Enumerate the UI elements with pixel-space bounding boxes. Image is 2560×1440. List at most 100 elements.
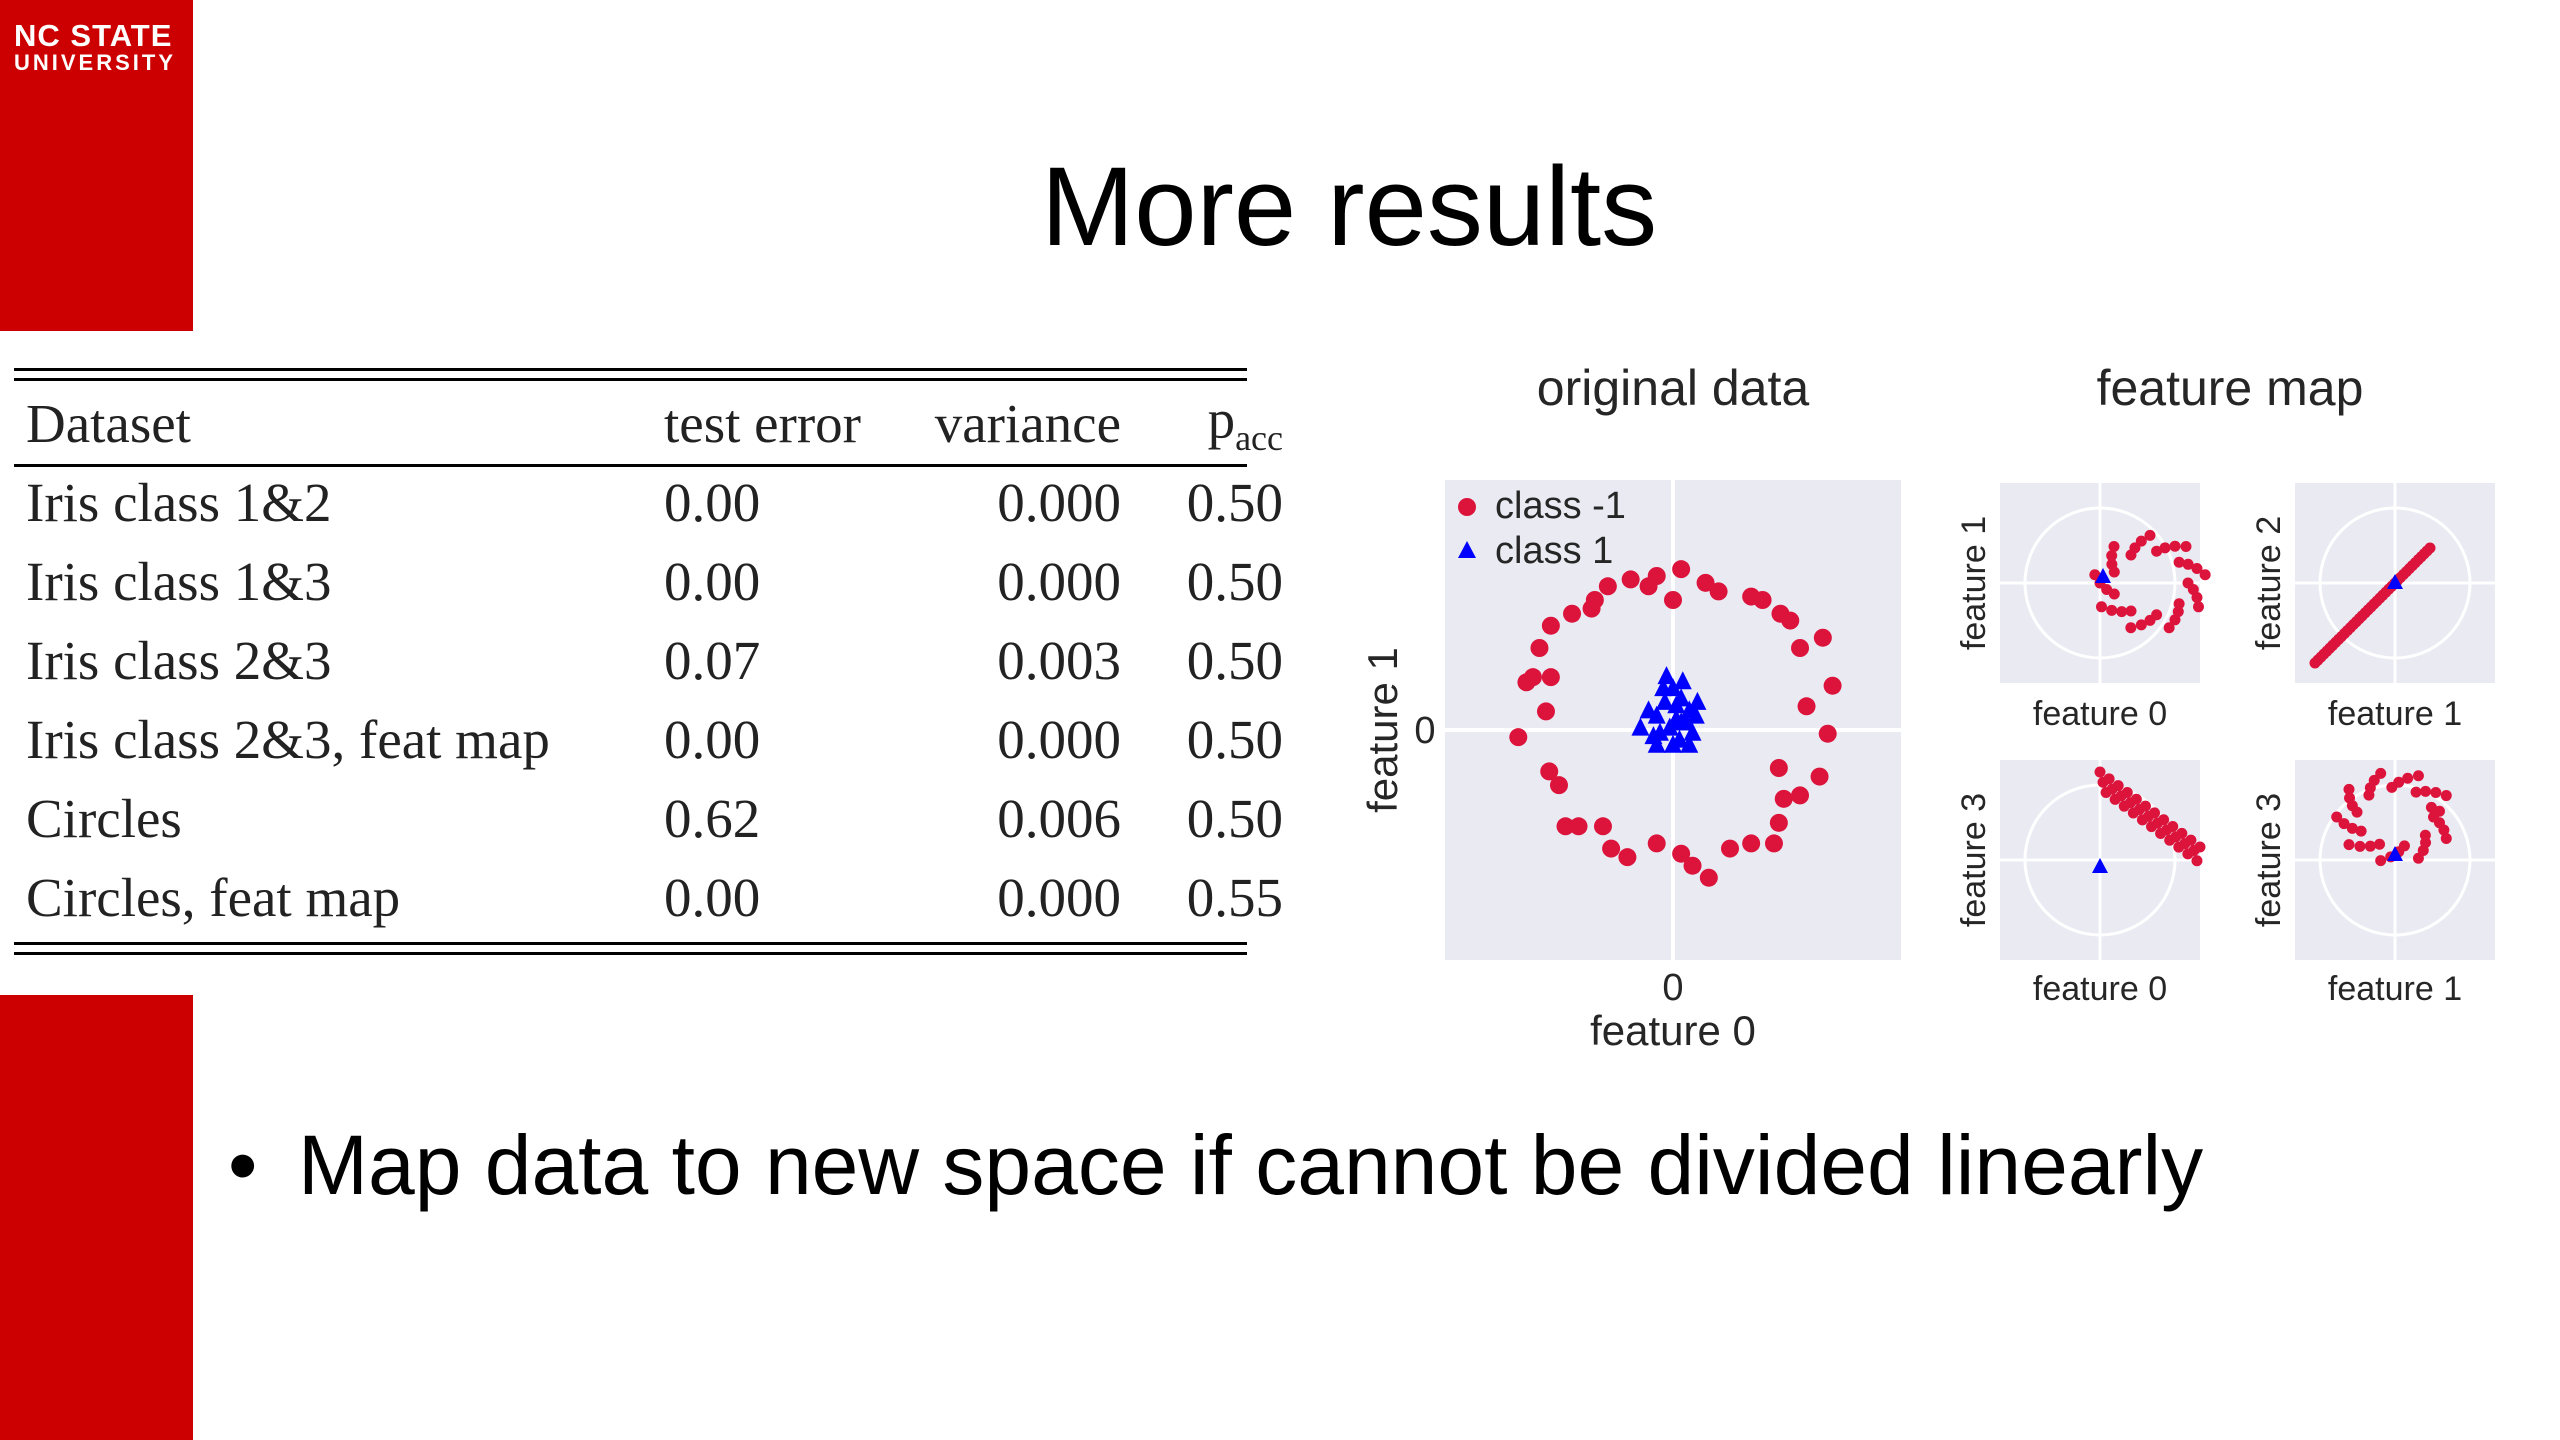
class-neg-point: [2158, 814, 2170, 826]
nc-state-logo: NC STATE UNIVERSITY: [14, 20, 176, 74]
class-neg-point: [2144, 529, 2156, 541]
class-neg-point: [2135, 535, 2147, 547]
class-neg-point: [1602, 839, 1621, 858]
class-neg-point: [2191, 562, 2203, 574]
class-neg-point: [2135, 619, 2147, 631]
table-row: Iris class 1&2 0.00 0.000 0.50: [14, 463, 1283, 542]
class-pos-point: [1631, 717, 1650, 736]
class-neg-point: [1541, 616, 1560, 635]
class-neg-point: [1797, 697, 1816, 716]
class-neg-point: [2125, 605, 2137, 617]
cell-test-error: 0.00: [664, 551, 761, 612]
class-neg-point: [2103, 773, 2115, 785]
class-neg-point: [2440, 790, 2452, 802]
cell-variance: 0.000: [997, 709, 1121, 770]
class-neg-point: [1764, 834, 1783, 853]
class-neg-point: [1823, 676, 1842, 695]
class-neg-point: [1536, 702, 1555, 721]
cell-test-error: 0.00: [664, 709, 761, 770]
class-pos-point: [1664, 734, 1682, 753]
main-x-tick: 0: [1662, 967, 1683, 1009]
class-neg-point: [2191, 592, 2203, 604]
cell-test-error: 0.00: [664, 867, 761, 928]
class-pos-point: [1673, 671, 1692, 690]
class-neg-point: [1771, 604, 1790, 623]
class-neg-point: [1753, 591, 1772, 609]
class-neg-point: [1598, 577, 1617, 596]
class-neg-point: [1540, 762, 1559, 781]
class-pos-point: [1655, 691, 1674, 710]
cell-pacc: 0.50: [1186, 551, 1283, 612]
small-plot-f0-f3: feature 0 feature 3: [1955, 760, 2206, 1008]
cell-pacc: 0.50: [1186, 709, 1283, 770]
class-neg-point: [2194, 841, 2206, 853]
class-pos-point: [1647, 705, 1666, 724]
class-neg-point: [2424, 542, 2436, 554]
cell-dataset: Circles, feat map: [26, 867, 401, 928]
class-neg-point: [2089, 569, 2101, 581]
bullet-item: • Map data to new space if cannot be divi…: [228, 1115, 2203, 1216]
header-pacc-p: p: [1207, 388, 1236, 450]
class-neg-point: [2346, 822, 2358, 834]
class-pos-point: [1639, 700, 1658, 719]
cell-pacc: 0.50: [1186, 630, 1283, 691]
small-plot-f0-f1: feature 0 feature 1: [1955, 483, 2211, 733]
class-neg-point: [2169, 540, 2181, 552]
class-neg-point: [1791, 639, 1810, 657]
class-neg-point: [2344, 792, 2356, 804]
small-plot-y-label: feature 3: [2250, 793, 2288, 927]
class-neg-point: [1791, 786, 1810, 805]
class-neg-point: [1621, 570, 1640, 589]
class-neg-point: [1721, 839, 1739, 858]
class-neg-point: [2106, 558, 2118, 570]
class-neg-point: [1672, 560, 1691, 579]
brand-bar-bottom: [0, 995, 193, 1440]
legend-marker-class-pos: [1458, 541, 1476, 558]
class-neg-point: [1563, 604, 1582, 623]
small-plot-x-label: feature 1: [2328, 970, 2462, 1008]
class-neg-point: [1593, 817, 1612, 836]
class-neg-point: [2173, 556, 2185, 568]
small-plot-points: [2309, 542, 2436, 669]
cell-variance: 0.003: [997, 630, 1121, 691]
class-pos-point: [1657, 666, 1676, 685]
brand-bar-top: NC STATE UNIVERSITY: [0, 0, 193, 331]
header-pacc-sub: acc: [1235, 417, 1283, 458]
class-neg-point: [1569, 817, 1588, 836]
class-neg-point: [1769, 813, 1788, 832]
header-dataset: Dataset: [26, 392, 191, 454]
class-neg-point: [2364, 840, 2376, 852]
class-neg-point: [1683, 856, 1702, 875]
class-neg-point: [2112, 780, 2124, 792]
class-neg-point: [2116, 606, 2128, 618]
scatter-figure: original data 0 feature 0 0 feature 1 cl…: [1359, 360, 2495, 1054]
class-neg-point: [2375, 855, 2387, 867]
cell-variance: 0.000: [997, 472, 1121, 533]
small-plot-points: [2092, 766, 2206, 873]
bullet-dot: •: [228, 1118, 258, 1212]
main-x-label: feature 0: [1590, 1007, 1756, 1054]
class-neg-point: [1696, 573, 1715, 592]
class-pos-point: [1660, 717, 1679, 736]
logo-line-2: UNIVERSITY: [14, 50, 177, 75]
class-pos-point: [1667, 695, 1686, 714]
class-neg-point: [1530, 639, 1549, 657]
small-plot-points: [2089, 529, 2211, 634]
class-neg-point: [2420, 785, 2432, 797]
small-plot-f1-f3: feature 1 feature 3: [2250, 760, 2495, 1008]
bullet-text: Map data to new space if cannot be divid…: [298, 1118, 2204, 1212]
class-neg-point: [2402, 772, 2414, 784]
class-pos-point: [2387, 574, 2403, 589]
class-pos-point: [1683, 722, 1702, 741]
class-neg-point: [2149, 807, 2161, 819]
small-plot-points: [2331, 767, 2452, 867]
class-pos-point: [2092, 858, 2108, 873]
class-neg-point: [2433, 805, 2445, 817]
small-plot-y-label: feature 3: [1955, 793, 1993, 927]
class-neg-point: [2180, 541, 2192, 553]
cell-dataset: Iris class 2&3, feat map: [26, 709, 550, 770]
legend-marker-class-neg: [1458, 498, 1476, 516]
class-neg-point: [2331, 811, 2343, 823]
class-neg-point: [2159, 542, 2171, 554]
table-bottom-rule: [14, 942, 1247, 945]
